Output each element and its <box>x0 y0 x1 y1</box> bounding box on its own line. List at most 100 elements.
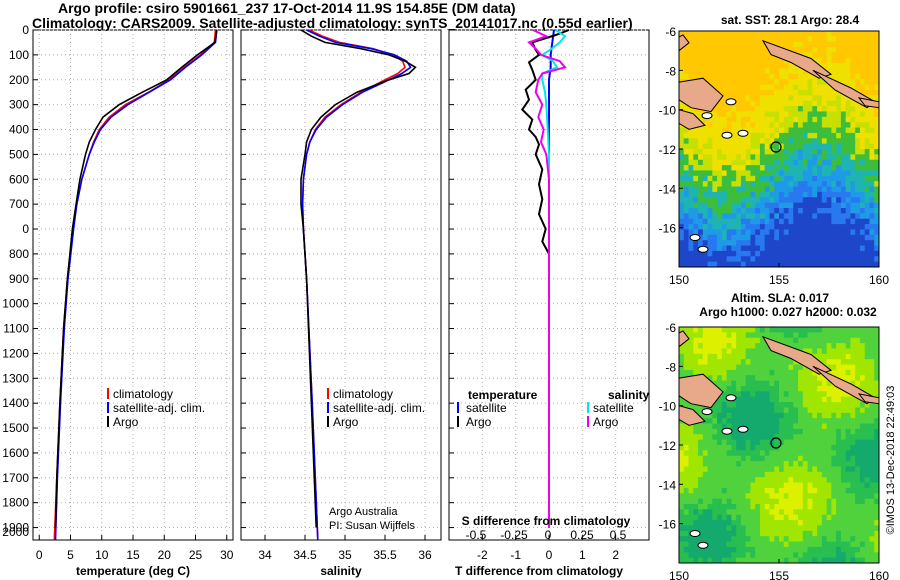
map-cell <box>759 208 766 214</box>
map-cell <box>721 90 728 96</box>
map-cell <box>745 229 751 236</box>
map-cell <box>850 504 856 510</box>
map-cell <box>859 514 866 521</box>
map-cell <box>783 208 789 214</box>
map-cell <box>802 170 808 177</box>
map-cell <box>807 47 813 53</box>
map-cell <box>683 181 689 187</box>
map-cell <box>755 245 761 252</box>
map-cell <box>717 493 723 500</box>
map-cell <box>783 450 789 457</box>
map-cell <box>736 132 742 139</box>
map-cell <box>874 132 880 139</box>
map-cell <box>788 84 794 91</box>
map-cell <box>688 63 694 69</box>
map-cell <box>864 337 870 344</box>
map-cell <box>745 455 751 462</box>
map-cell <box>840 364 847 371</box>
map-cell <box>840 546 847 553</box>
map-cell <box>831 386 837 392</box>
map-cell <box>717 52 723 59</box>
map-cell <box>855 52 861 59</box>
map-cell <box>802 127 808 134</box>
map-cell <box>764 202 770 209</box>
map-cell <box>745 47 751 53</box>
map-cell <box>793 63 799 69</box>
map-cell <box>693 218 699 225</box>
y-tick-label: 500 <box>9 147 29 161</box>
map-cell <box>826 111 832 118</box>
map-cell <box>736 520 742 526</box>
series-line-satellite-adj-clim- <box>54 29 218 541</box>
map-cell <box>774 154 780 161</box>
map-cell <box>788 245 794 252</box>
map-cell <box>736 127 742 134</box>
map-cell <box>726 482 732 489</box>
map-cell <box>769 380 775 387</box>
map-cell <box>779 541 785 548</box>
map-cell <box>759 175 766 182</box>
map-cell <box>736 327 742 333</box>
map-cell <box>869 186 875 193</box>
map-cell <box>826 186 832 193</box>
map-cell <box>693 202 699 209</box>
map-cell <box>740 450 747 457</box>
map-cell <box>817 90 823 96</box>
map-cell <box>869 525 875 532</box>
map-cell <box>845 487 851 494</box>
map-cell <box>745 154 751 161</box>
map-cell <box>683 149 689 155</box>
map-cell <box>712 41 718 48</box>
map-cell <box>679 208 685 214</box>
map-cell <box>731 197 737 204</box>
map-cell <box>769 73 775 80</box>
map-cell <box>817 428 823 435</box>
map-cell <box>831 471 837 478</box>
map-cell <box>869 337 875 344</box>
map-cell <box>783 245 789 252</box>
map-cell <box>688 175 694 182</box>
map-cell <box>693 450 699 457</box>
map-cell <box>855 159 861 166</box>
map-cell <box>817 250 823 257</box>
map-cell <box>740 332 747 339</box>
map-cell <box>812 111 818 118</box>
map-cell <box>821 127 828 134</box>
map-cell <box>764 530 770 537</box>
map-cell <box>850 159 856 166</box>
map-cell <box>783 514 789 521</box>
map-cell <box>807 202 813 209</box>
map-cell <box>745 73 751 80</box>
map-cell <box>750 359 756 365</box>
map-cell <box>826 359 832 365</box>
map-cell <box>798 31 804 37</box>
map-cell <box>702 132 708 139</box>
map-cell <box>788 63 794 69</box>
map-cell <box>717 127 723 134</box>
map-cell <box>826 455 832 462</box>
map-cell <box>755 546 761 553</box>
y-tick-label: 1200 <box>2 346 29 360</box>
map-cell <box>679 149 685 155</box>
map-cell <box>836 127 842 134</box>
map-cell <box>802 138 808 145</box>
map-cell <box>793 364 799 371</box>
map-cell <box>764 31 770 37</box>
x-axis-label: salinity <box>320 564 362 578</box>
map-cell <box>788 132 794 139</box>
map-cell <box>859 84 866 91</box>
map-cell <box>855 396 861 403</box>
map-cell <box>817 557 823 564</box>
map-cell <box>731 353 737 360</box>
map-cell <box>783 197 789 204</box>
map-cell <box>707 186 713 193</box>
map-cell <box>726 327 732 333</box>
map-cell <box>793 79 799 86</box>
map-cell <box>874 525 880 532</box>
map-cell <box>740 90 747 96</box>
map-cell <box>707 557 713 564</box>
map-cell <box>736 181 742 187</box>
map-cell <box>764 482 770 489</box>
map-cell <box>812 143 818 150</box>
